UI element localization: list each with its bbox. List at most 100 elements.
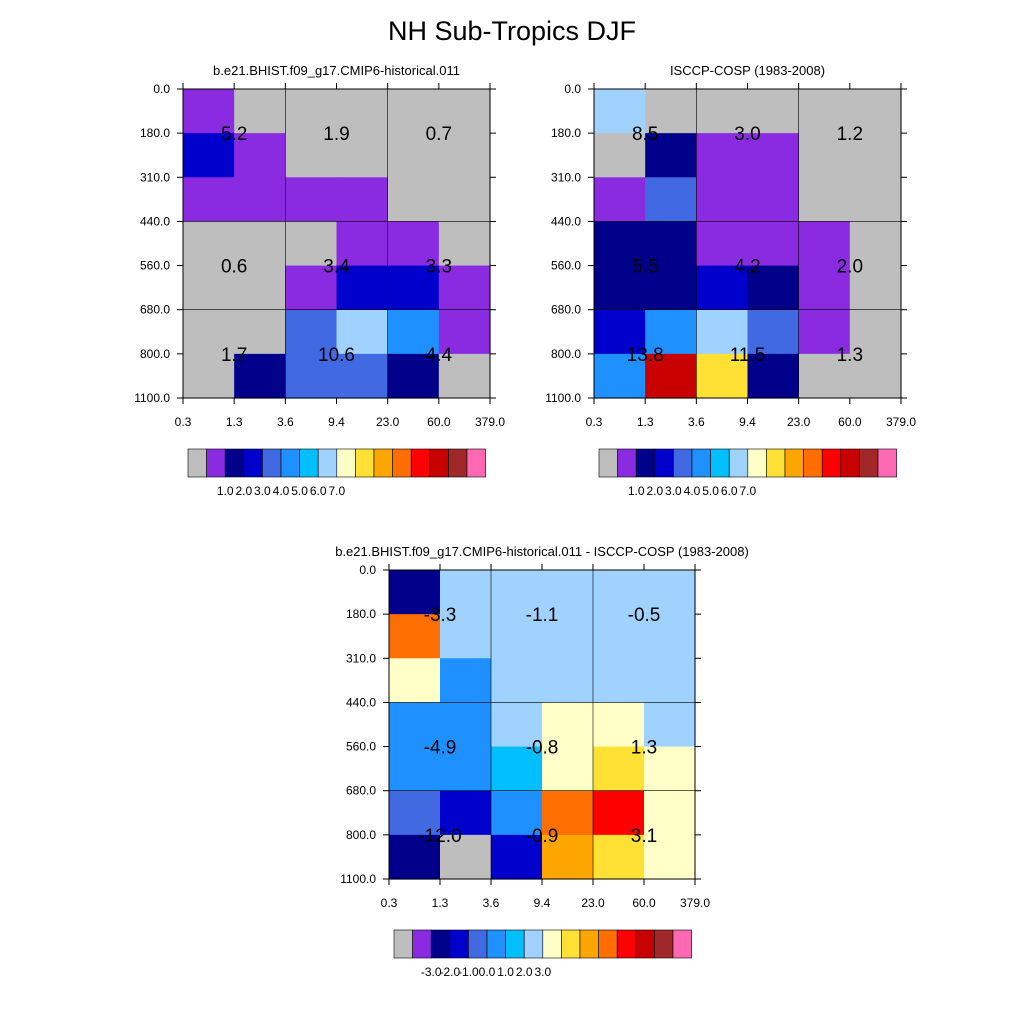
block-value-label: 4.2 xyxy=(734,257,760,278)
heatmap-cell xyxy=(438,221,491,267)
heatmap-cell xyxy=(183,353,235,399)
heatmap-cell xyxy=(234,221,286,267)
heatmap-cell xyxy=(645,133,697,178)
panel-1: 0.3 1.3 3.6 9.4 23.0 60.0 379.0 0.0 180.0 310.0 44… xyxy=(134,63,505,498)
heatmap-cell xyxy=(644,614,696,659)
colorbar-swatch xyxy=(466,448,486,478)
y-tick-label: 800.0 xyxy=(346,828,376,842)
x-tick-label: 0.3 xyxy=(586,415,603,429)
colorbar-label: 3.0 xyxy=(534,965,551,979)
heatmap-cell xyxy=(285,353,338,399)
block-value-label: 3.4 xyxy=(323,257,350,278)
colorbar-label: 1.0 xyxy=(497,965,514,979)
colorbar-swatch xyxy=(877,448,897,478)
heatmap-cell xyxy=(798,309,851,355)
block-value-label: 0.7 xyxy=(426,124,452,145)
heatmap-cell xyxy=(747,89,800,134)
colorbar-label: 0.0 xyxy=(479,965,496,979)
y-tick-label: 1100.0 xyxy=(340,872,376,886)
heatmap-cell xyxy=(389,658,441,704)
block-value-label: -12.0 xyxy=(418,826,461,847)
colorbar-label: 4.0 xyxy=(273,484,290,498)
heatmap-cell xyxy=(389,746,441,792)
y-tick-label: 800.0 xyxy=(551,347,581,361)
heatmap-cell xyxy=(387,353,440,399)
heatmap-cell xyxy=(645,89,697,134)
heatmap-cell xyxy=(234,265,286,311)
heatmap-cell xyxy=(593,570,645,615)
block-value-label: 3.0 xyxy=(734,124,760,145)
colorbar-label: 3.0 xyxy=(254,484,271,498)
heatmap-cell xyxy=(542,614,594,659)
colorbar-swatch xyxy=(336,448,356,478)
x-tick-label: 379.0 xyxy=(680,896,710,910)
heatmap-cell xyxy=(183,265,235,311)
y-tick-label: 180.0 xyxy=(346,607,376,621)
heatmap-cell xyxy=(336,133,389,178)
heatmap-cell xyxy=(747,309,800,355)
colorbar-swatch xyxy=(635,929,655,959)
heatmap-cell xyxy=(438,309,491,355)
colorbar-swatch xyxy=(224,448,245,478)
block-value-label: 1.7 xyxy=(221,345,247,366)
block-value-label: -0.8 xyxy=(526,738,559,759)
y-tick-label: 800.0 xyxy=(140,347,170,361)
colorbar-swatch xyxy=(691,448,711,478)
colorbar-swatch xyxy=(840,448,860,478)
heatmap-cell xyxy=(644,658,696,704)
heatmap-cell xyxy=(440,614,492,659)
heatmap-cell xyxy=(389,834,441,880)
heatmap-cell xyxy=(387,265,440,311)
y-tick-label: 680.0 xyxy=(140,303,170,317)
x-tick-label: 23.0 xyxy=(376,415,400,429)
colorbar-swatch xyxy=(430,929,451,959)
heatmap-cell xyxy=(389,614,441,659)
block-value-label: 4.4 xyxy=(426,345,453,366)
colorbar-label: 2.0 xyxy=(235,484,252,498)
colorbar-swatch xyxy=(542,929,562,959)
heatmap-cell xyxy=(593,614,645,659)
heatmap-cell xyxy=(440,834,492,880)
x-tick-label: 0.3 xyxy=(381,896,398,910)
heatmap-cell xyxy=(645,309,697,355)
x-tick-label: 1.3 xyxy=(226,415,243,429)
colorbar-label: -3.0 xyxy=(421,965,442,979)
heatmap-cell xyxy=(285,309,338,355)
block-value-label: 13.8 xyxy=(627,345,664,366)
heatmap-cell xyxy=(849,133,902,178)
colorbar-label: -2.0 xyxy=(439,965,460,979)
colorbar-label: 2.0 xyxy=(646,484,663,498)
heatmap-cell xyxy=(491,658,543,704)
heatmap-cell xyxy=(593,658,645,704)
heatmap-cell xyxy=(542,658,594,704)
y-tick-label: 680.0 xyxy=(551,303,581,317)
y-tick-label: 180.0 xyxy=(140,126,170,140)
heatmap-cell xyxy=(491,746,543,792)
heatmap-cell xyxy=(849,309,902,355)
heatmap-cell xyxy=(438,133,491,178)
x-tick-label: 379.0 xyxy=(886,415,916,429)
heatmap-cell xyxy=(747,265,800,311)
heatmap-cell xyxy=(438,177,491,223)
y-tick-label: 440.0 xyxy=(140,214,170,228)
colorbar-swatch xyxy=(317,448,338,478)
heatmap-cell xyxy=(336,309,389,355)
heatmap-cell xyxy=(336,89,389,134)
block-value-label: 3.3 xyxy=(426,257,452,278)
x-tick-label: 0.3 xyxy=(175,415,192,429)
panel-3: 0.3 1.3 3.6 9.4 23.0 60.0 379.0 0.0 180.0 310.0 44… xyxy=(335,544,749,979)
heatmap-cell xyxy=(542,570,594,615)
y-tick-label: 0.0 xyxy=(153,82,170,96)
heatmap-cell xyxy=(798,89,851,134)
heatmap-cell xyxy=(389,570,441,615)
y-tick-label: 310.0 xyxy=(140,170,170,184)
heatmap-cell xyxy=(183,177,235,223)
heatmap-cell xyxy=(594,309,646,355)
colorbar-swatch xyxy=(579,929,599,959)
heatmap-cell xyxy=(696,353,749,399)
heatmap-cell xyxy=(387,177,440,223)
heatmap-cell xyxy=(849,177,902,223)
panel-title: b.e21.BHIST.f09_g17.CMIP6-historical.011… xyxy=(335,544,749,559)
heatmap-cell xyxy=(438,89,491,134)
heatmap-cell xyxy=(285,89,338,134)
